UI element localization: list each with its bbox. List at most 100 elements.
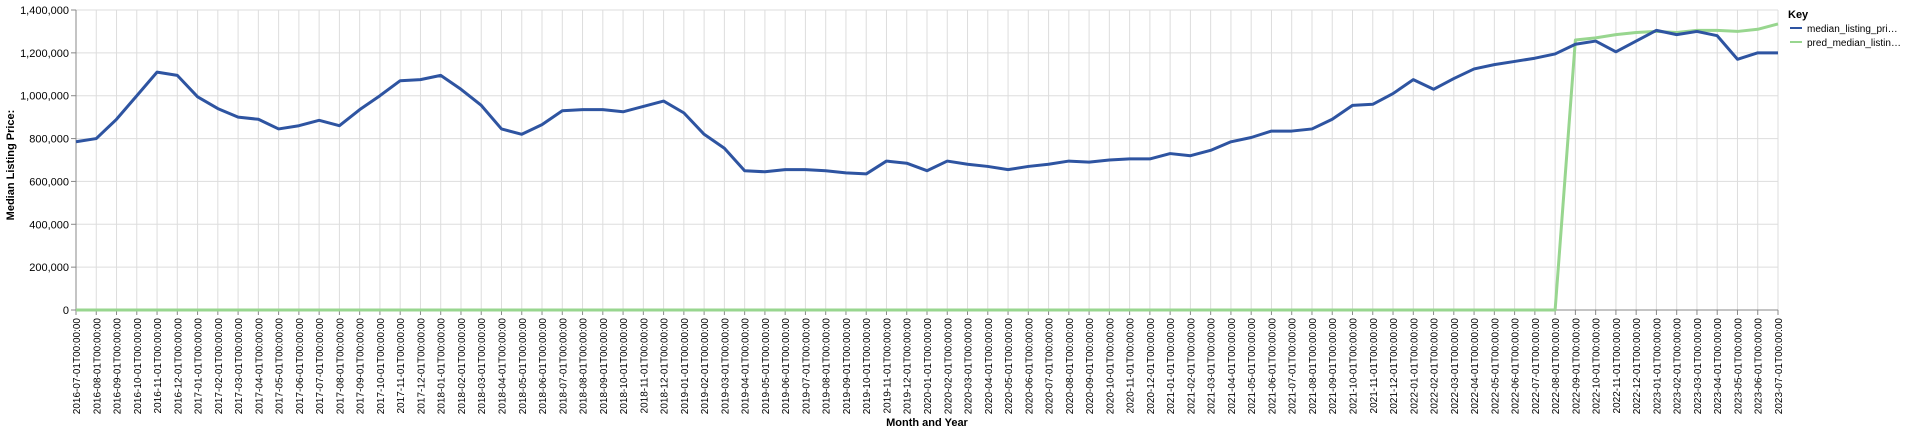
x-tick-label: 2022-07-01T00:00:00	[1531, 318, 1542, 415]
x-tick-label: 2023-07-01T00:00:00	[1774, 318, 1785, 415]
x-tick-label: 2018-11-01T00:00:00	[639, 318, 650, 414]
x-tick-label: 2018-07-01T00:00:00	[558, 318, 569, 415]
legend: Key median_listing_pri… pred_median_listi…	[1788, 9, 1901, 49]
x-tick-label: 2019-03-01T00:00:00	[720, 318, 731, 415]
x-tick-label: 2020-04-01T00:00:00	[984, 318, 995, 415]
y-tick-label: 1,200,000	[20, 48, 69, 60]
x-tick-label: 2022-10-01T00:00:00	[1592, 318, 1603, 415]
x-axis: 2016-07-01T00:00:00 2016-08-01T00:00:00 20…	[72, 309, 1785, 415]
x-tick-label: 2019-01-01T00:00:00	[680, 318, 691, 415]
legend-label: pred_median_listin…	[1807, 38, 1901, 49]
x-tick-label: 2022-06-01T00:00:00	[1511, 318, 1522, 415]
x-tick-label: 2019-09-01T00:00:00	[842, 318, 853, 415]
x-tick-label: 2021-10-01T00:00:00	[1349, 318, 1360, 415]
y-tick-label: 1,000,000	[20, 91, 69, 103]
y-tick-label: 200,000	[29, 262, 69, 274]
x-tick-label: 2018-09-01T00:00:00	[599, 318, 610, 415]
x-tick-label: 2021-06-01T00:00:00	[1267, 318, 1278, 415]
y-tick-label: 400,000	[29, 219, 69, 231]
x-tick-label: 2017-08-01T00:00:00	[335, 318, 346, 415]
series-line	[76, 22, 1779, 312]
x-tick-label: 2019-02-01T00:00:00	[700, 318, 711, 415]
y-axis-title: Median Listing Price:	[5, 110, 17, 221]
x-tick-label: 2023-04-01T00:00:00	[1713, 318, 1724, 415]
x-tick-label: 2023-01-01T00:00:00	[1652, 318, 1663, 415]
x-tick-label: 2017-05-01T00:00:00	[275, 318, 286, 415]
x-tick-label: 2019-07-01T00:00:00	[801, 318, 812, 415]
x-tick-label: 2021-05-01T00:00:00	[1247, 318, 1258, 415]
x-tick-label: 2021-12-01T00:00:00	[1389, 318, 1400, 415]
y-axis: 0 200,000 400,000 600,000 800,000 1,000,000 1,…	[20, 5, 77, 317]
x-tick-label: 2021-08-01T00:00:00	[1308, 318, 1319, 415]
x-tick-label: 2019-04-01T00:00:00	[741, 318, 752, 415]
x-tick-label: 2021-04-01T00:00:00	[1227, 318, 1238, 415]
gridlines	[75, 9, 1779, 311]
x-tick-label: 2021-03-01T00:00:00	[1207, 318, 1218, 415]
x-tick-label: 2017-11-01T00:00:00	[396, 318, 407, 414]
x-tick-label: 2020-07-01T00:00:00	[1045, 318, 1056, 415]
x-tick-label: 2022-08-01T00:00:00	[1551, 318, 1562, 415]
x-tick-label: 2023-02-01T00:00:00	[1673, 318, 1684, 415]
x-tick-label: 2022-01-01T00:00:00	[1409, 318, 1420, 415]
x-tick-label: 2016-10-01T00:00:00	[133, 318, 144, 415]
x-tick-label: 2021-11-01T00:00:00	[1369, 318, 1380, 414]
x-tick-label: 2019-06-01T00:00:00	[781, 318, 792, 415]
x-tick-label: 2019-12-01T00:00:00	[903, 318, 914, 415]
x-tick-label: 2018-12-01T00:00:00	[660, 318, 671, 415]
x-tick-label: 2020-06-01T00:00:00	[1024, 318, 1035, 415]
x-tick-label: 2018-02-01T00:00:00	[457, 318, 468, 415]
x-tick-label: 2023-05-01T00:00:00	[1733, 318, 1744, 415]
x-tick-label: 2020-09-01T00:00:00	[1085, 318, 1096, 415]
x-tick-label: 2022-03-01T00:00:00	[1450, 318, 1461, 415]
x-tick-label: 2016-12-01T00:00:00	[173, 318, 184, 415]
y-tick-label: 1,400,000	[20, 5, 69, 17]
x-tick-label: 2022-05-01T00:00:00	[1490, 318, 1501, 415]
x-tick-label: 2022-04-01T00:00:00	[1470, 318, 1481, 415]
x-tick-label: 2017-09-01T00:00:00	[356, 318, 367, 415]
x-tick-label: 2016-09-01T00:00:00	[113, 318, 124, 415]
x-tick-label: 2016-08-01T00:00:00	[92, 318, 103, 415]
y-tick-label: 0	[63, 305, 69, 317]
x-tick-label: 2018-01-01T00:00:00	[437, 318, 448, 415]
x-tick-label: 2021-07-01T00:00:00	[1288, 318, 1299, 415]
series-lines	[75, 22, 1779, 312]
x-tick-label: 2021-01-01T00:00:00	[1166, 318, 1177, 415]
x-axis-title: Month and Year	[886, 417, 968, 429]
x-tick-label: 2017-07-01T00:00:00	[315, 318, 326, 415]
x-tick-label: 2017-12-01T00:00:00	[416, 318, 427, 415]
x-tick-label: 2020-08-01T00:00:00	[1065, 318, 1076, 415]
x-tick-label: 2020-11-01T00:00:00	[1126, 318, 1137, 414]
legend-title: Key	[1788, 9, 1809, 21]
x-tick-label: 2020-03-01T00:00:00	[964, 318, 975, 415]
x-tick-label: 2020-01-01T00:00:00	[923, 318, 934, 415]
x-tick-label: 2018-06-01T00:00:00	[538, 318, 549, 415]
x-tick-label: 2018-05-01T00:00:00	[518, 318, 529, 415]
x-tick-label: 2019-10-01T00:00:00	[862, 318, 873, 415]
x-tick-label: 2018-03-01T00:00:00	[477, 318, 488, 415]
x-tick-label: 2022-09-01T00:00:00	[1571, 318, 1582, 415]
x-tick-label: 2018-04-01T00:00:00	[498, 318, 509, 415]
y-tick-label: 600,000	[29, 176, 69, 188]
x-tick-label: 2019-11-01T00:00:00	[882, 318, 893, 414]
x-tick-label: 2017-01-01T00:00:00	[194, 318, 205, 415]
x-tick-label: 2017-04-01T00:00:00	[254, 318, 265, 415]
x-tick-label: 2020-05-01T00:00:00	[1004, 318, 1015, 415]
x-tick-label: 2020-02-01T00:00:00	[943, 318, 954, 415]
x-tick-label: 2023-06-01T00:00:00	[1754, 318, 1765, 415]
x-tick-label: 2017-03-01T00:00:00	[234, 318, 245, 415]
x-tick-label: 2020-12-01T00:00:00	[1146, 318, 1157, 415]
x-tick-label: 2022-11-01T00:00:00	[1612, 318, 1623, 414]
x-tick-label: 2017-06-01T00:00:00	[295, 318, 306, 415]
x-tick-label: 2022-12-01T00:00:00	[1632, 318, 1643, 415]
series-line	[75, 28, 1778, 176]
y-tick-label: 800,000	[29, 134, 69, 146]
x-tick-label: 2019-08-01T00:00:00	[822, 318, 833, 415]
x-tick-label: 2022-02-01T00:00:00	[1430, 318, 1441, 415]
x-tick-label: 2016-11-01T00:00:00	[153, 318, 164, 414]
x-tick-label: 2017-10-01T00:00:00	[376, 318, 387, 415]
x-tick-label: 2018-08-01T00:00:00	[579, 318, 590, 415]
x-tick-label: 2017-02-01T00:00:00	[214, 318, 225, 415]
x-tick-label: 2021-02-01T00:00:00	[1186, 318, 1197, 415]
x-tick-label: 2018-10-01T00:00:00	[619, 318, 630, 415]
